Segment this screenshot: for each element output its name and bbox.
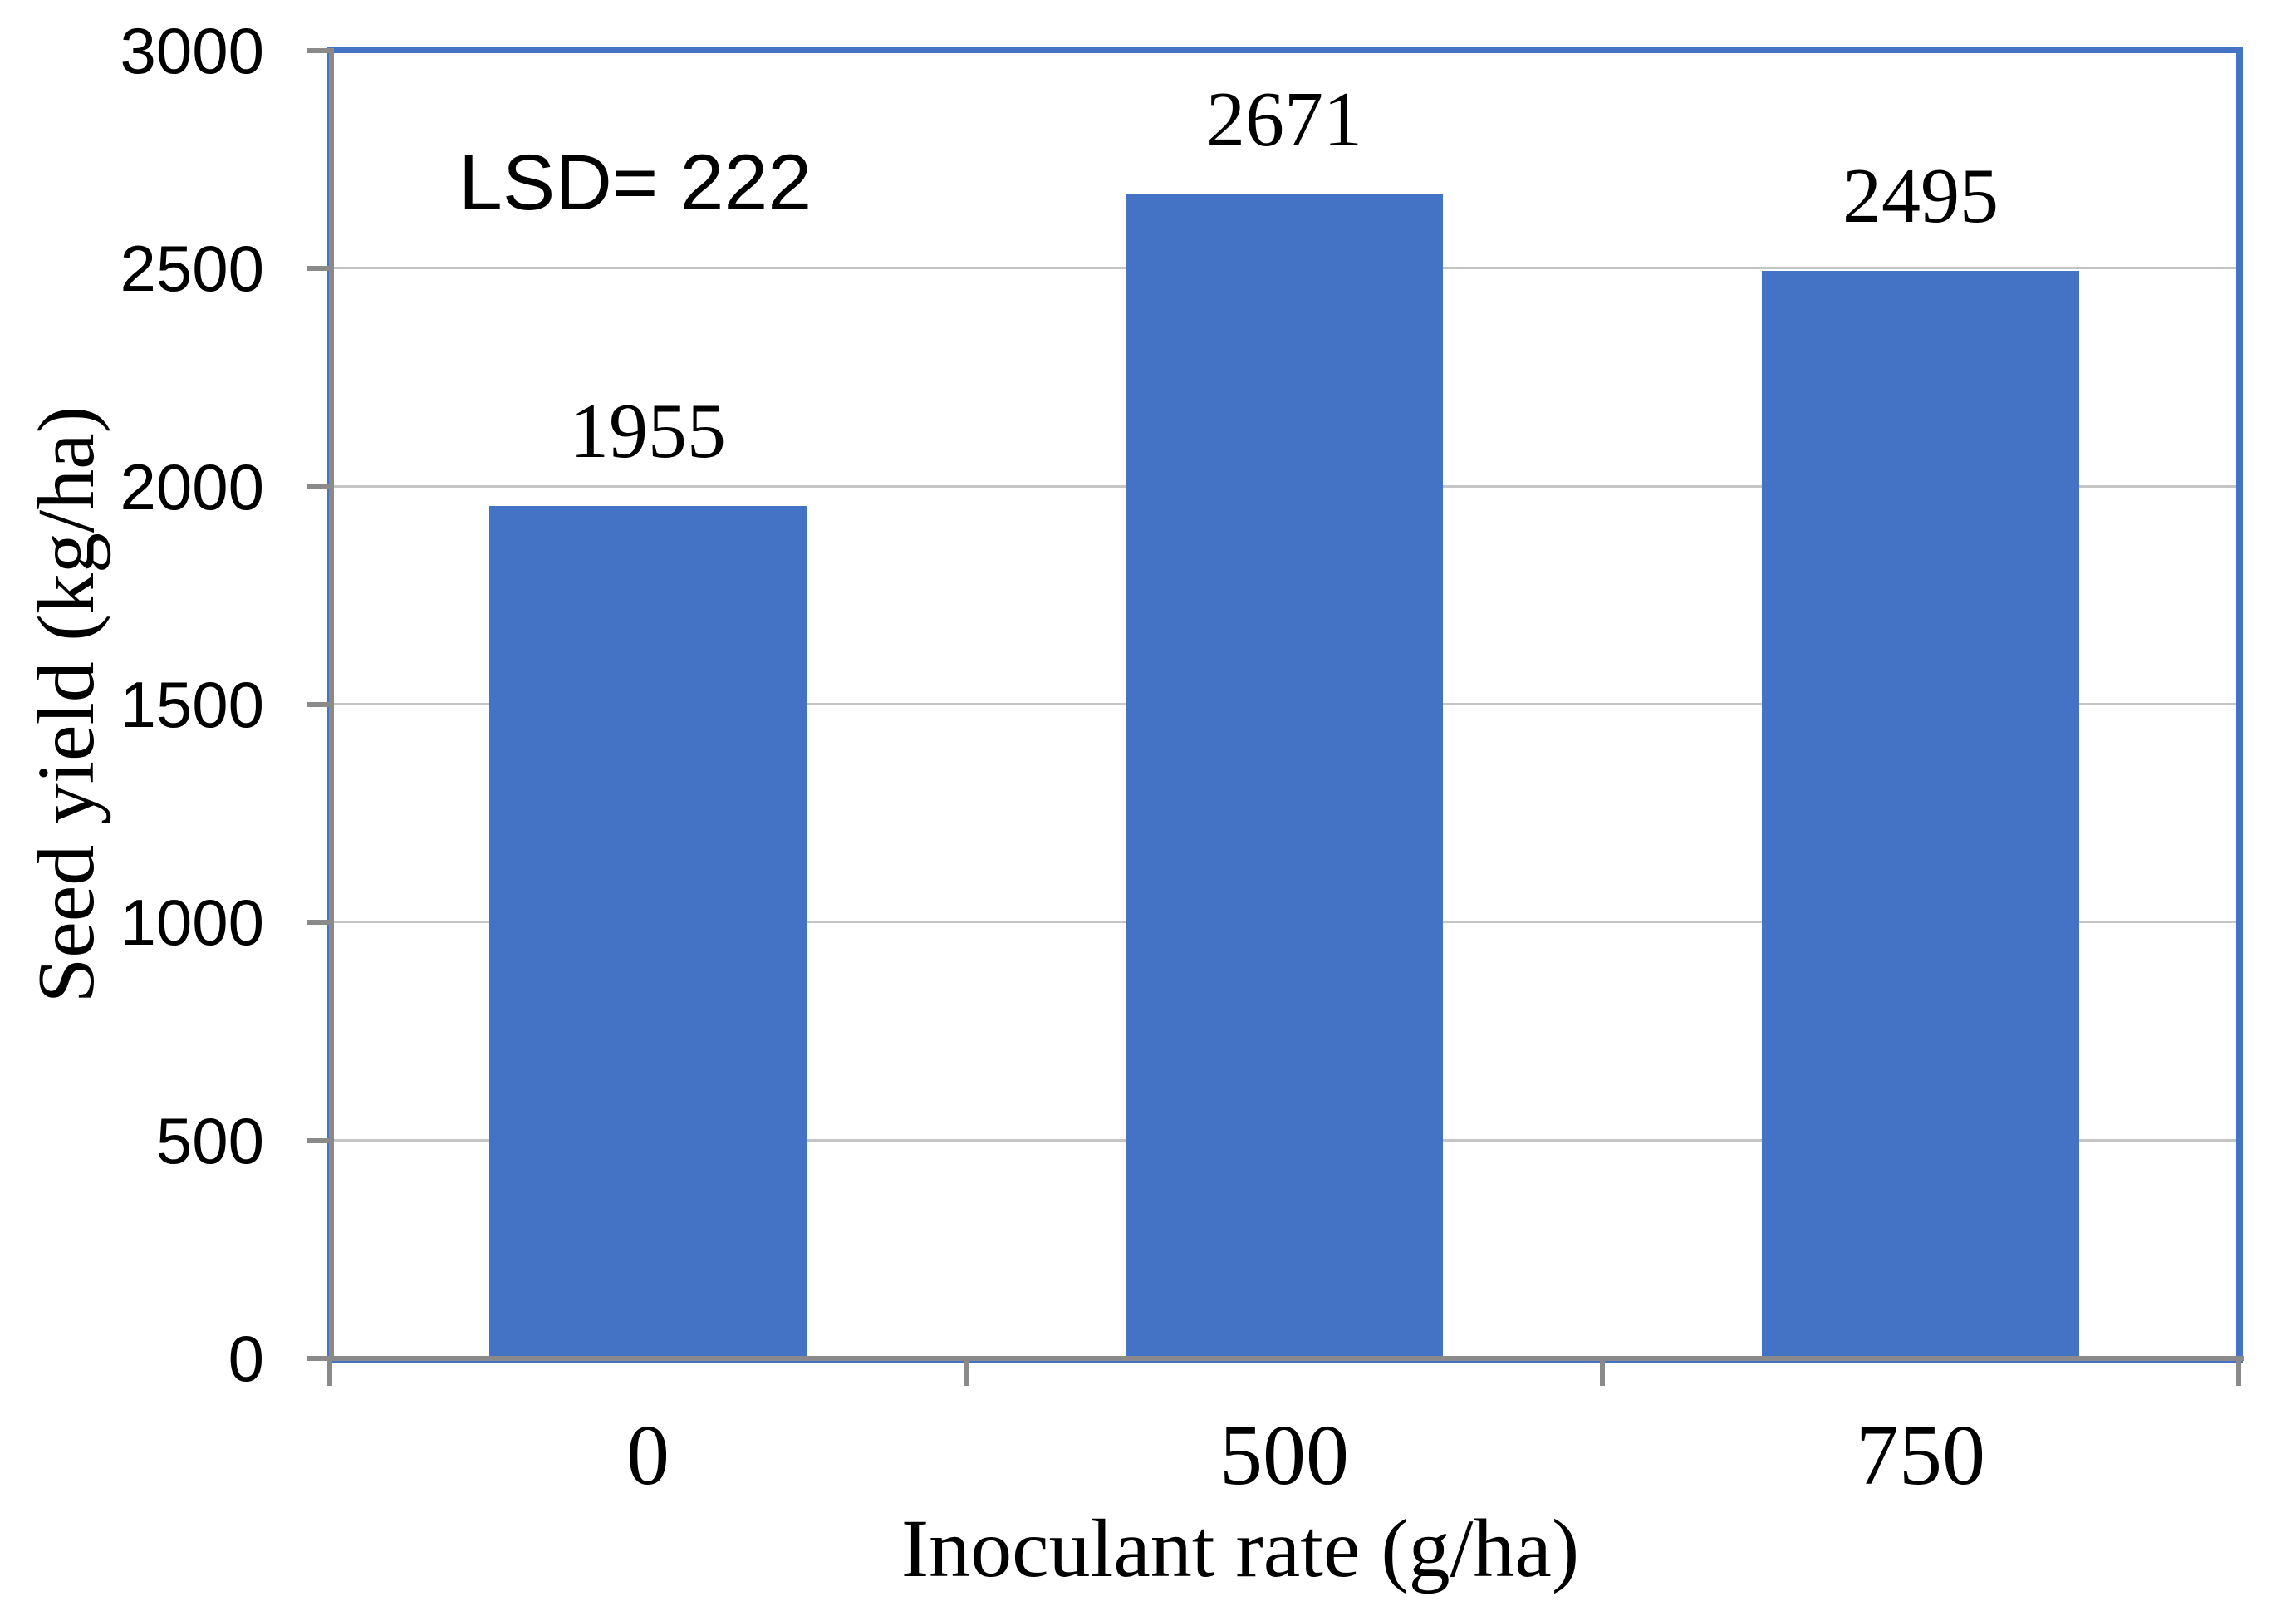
x-axis-title: Inoculant rate (g/ha) [900, 1502, 1580, 1594]
bar-0 [489, 506, 807, 1358]
x-tick-boundary-0 [327, 1361, 332, 1386]
x-tick-boundary-3 [2236, 1361, 2241, 1386]
y-axis-line [329, 48, 334, 1361]
y-tick-2000 [307, 484, 331, 489]
data-label-2671: 2671 [1206, 76, 1362, 163]
data-label-1955: 1955 [570, 388, 726, 475]
bar-750 [1762, 270, 2079, 1358]
y-tick-label-1500: 1500 [120, 668, 264, 741]
y-tick-3000 [307, 48, 331, 53]
y-tick-label-2000: 2000 [120, 449, 264, 523]
y-tick-2500 [307, 266, 331, 272]
y-tick-1000 [307, 920, 331, 926]
y-tick-label-2500: 2500 [120, 232, 264, 306]
lsd-annotation: LSD= 222 [459, 139, 812, 227]
y-tick-label-500: 500 [155, 1103, 264, 1177]
y-tick-1500 [307, 702, 331, 707]
y-tick-500 [307, 1137, 331, 1143]
bar-500 [1126, 194, 1443, 1358]
x-tick-boundary-1 [964, 1361, 969, 1386]
x-category-label-0: 0 [626, 1407, 670, 1503]
y-tick-0 [307, 1356, 331, 1361]
y-axis-title: Seed yield (kg/ha) [22, 405, 111, 1004]
x-category-label-500: 500 [1219, 1407, 1349, 1503]
data-label-2495: 2495 [1842, 152, 1999, 239]
y-tick-label-3000: 3000 [120, 14, 264, 87]
x-tick-boundary-2 [1600, 1361, 1605, 1386]
y-tick-label-1000: 1000 [120, 886, 264, 960]
x-category-label-750: 750 [1856, 1407, 1985, 1503]
y-tick-label-0: 0 [228, 1322, 264, 1395]
x-axis-line [307, 1356, 2244, 1361]
